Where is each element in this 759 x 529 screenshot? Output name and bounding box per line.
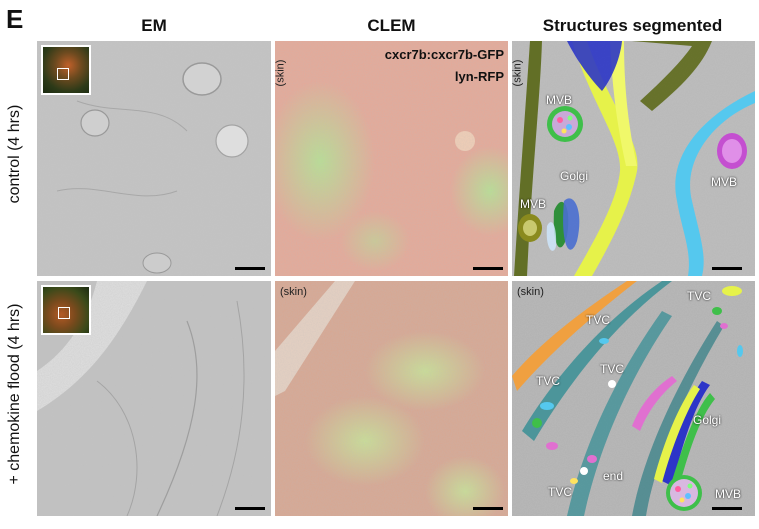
em-image-control (37, 41, 271, 276)
clem-channel-label-gfp: cxcr7b:cxcr7b-GFP (384, 47, 504, 62)
clem-image-chemokine: (skin) (275, 281, 508, 516)
label-tvc: TVC (548, 485, 572, 499)
label-mvb: MVB (546, 93, 573, 107)
row-label-chemokine: + chemokine flood (4 hrs) (6, 303, 23, 485)
scale-bar (235, 267, 265, 270)
clem-image-control: (skin) cxcr7b:cxcr7b-GFP lyn-RFP (275, 41, 508, 276)
skin-label: (skin) (275, 59, 287, 87)
inset-roi-box (58, 307, 70, 319)
label-mvb: MVB (711, 175, 738, 189)
scale-bar (235, 507, 265, 510)
label-tvc: TVC (586, 313, 610, 327)
scale-bar (473, 507, 503, 510)
skin-label: (skin) (517, 286, 544, 298)
scale-bar (712, 267, 742, 270)
label-golgi: Golgi (560, 169, 589, 183)
label-tvc: TVC (536, 374, 560, 388)
column-header-clem: CLEM (367, 16, 416, 35)
column-header-em: EM (141, 16, 167, 35)
panel-letter: E (6, 4, 24, 34)
segmentation-image-control: (skin) MVB Golgi MVB MVB (512, 41, 755, 276)
column-header-segmented: Structures segmented (542, 16, 723, 35)
inset-roi-box (57, 68, 69, 80)
row-label-control: control (4 hrs) (6, 104, 23, 204)
clem-channel-label-rfp: lyn-RFP (454, 69, 504, 84)
scale-bar (473, 267, 503, 270)
scale-bar (712, 507, 742, 510)
label-endosome: end (603, 469, 624, 483)
label-mvb: MVB (520, 197, 547, 211)
label-tvc: TVC (687, 289, 711, 303)
label-mvb: MVB (715, 487, 742, 501)
fluorescence-inset-chemokine (41, 285, 91, 335)
skin-label: (skin) (280, 286, 307, 298)
label-golgi: Golgi (693, 413, 722, 427)
label-tvc: TVC (600, 362, 624, 376)
fluorescence-inset-control (41, 45, 91, 95)
segmentation-image-chemokine: (skin) TVC TVC TVC TVC Golgi end TVC MVB (512, 281, 755, 516)
skin-label: (skin) (512, 59, 524, 87)
em-image-chemokine (37, 281, 271, 516)
